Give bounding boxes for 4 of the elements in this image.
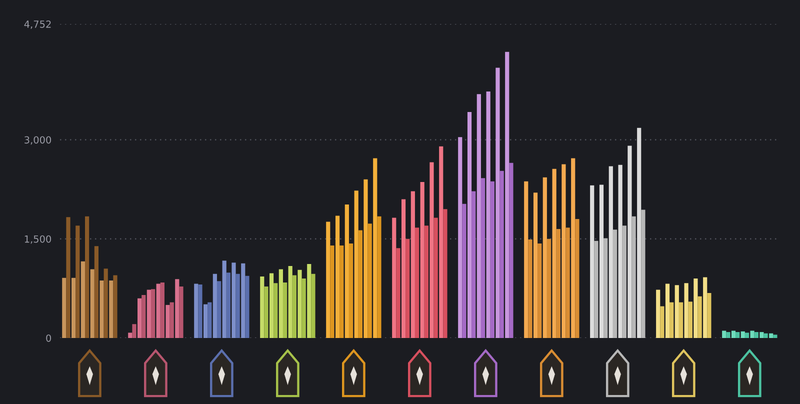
y-tick-label: 3,000 xyxy=(24,136,52,145)
y-tick-label: 0 xyxy=(46,334,52,342)
y-tick-label: 4,752 xyxy=(24,20,51,29)
y-tick-label: 1,500 xyxy=(24,235,52,244)
